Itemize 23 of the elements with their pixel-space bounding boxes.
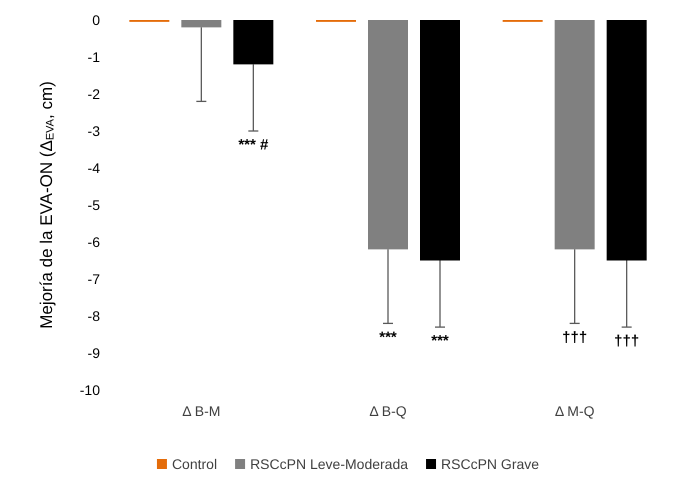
y-axis-title: Mejoría de la EVA-ON (ΔEVA, cm) — [37, 81, 56, 329]
y-tick-label: -9 — [88, 345, 100, 361]
annotation: *** — [431, 332, 449, 350]
annotation: *** # — [238, 136, 269, 154]
legend-label: RSCcPN Grave — [441, 456, 540, 472]
x-tick-label: Δ B-M — [182, 403, 220, 419]
y-tick-label: -3 — [88, 123, 100, 139]
y-tick-label: -6 — [88, 234, 100, 250]
y-tick-label: -5 — [88, 197, 100, 213]
annotation: ††† — [562, 328, 588, 346]
y-tick-label: -4 — [88, 160, 100, 176]
y-tick-label: 0 — [92, 12, 100, 28]
y-tick-label: -1 — [88, 49, 100, 65]
legend-label: RSCcPN Leve-Moderada — [250, 456, 408, 472]
y-tick-label: -2 — [88, 86, 100, 102]
x-tick-label: Δ M-Q — [554, 403, 595, 419]
x-tick-label: Δ B-Q — [369, 403, 407, 419]
annotation: ††† — [614, 332, 640, 350]
legend-label: Control — [172, 456, 218, 472]
y-tick-label: -8 — [88, 308, 100, 324]
y-tick-label: -7 — [88, 271, 100, 287]
annotation: *** — [379, 328, 397, 346]
y-tick-label: -10 — [80, 382, 100, 398]
